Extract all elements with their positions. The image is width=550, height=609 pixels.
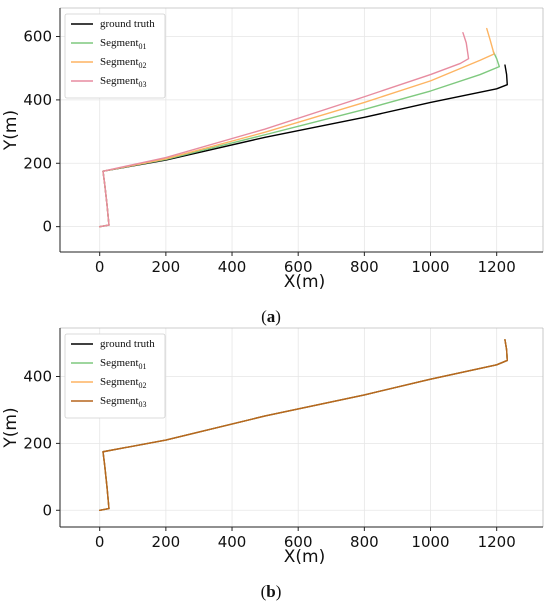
legend-label-subscript: 02 (139, 61, 147, 70)
x-tick-label: 0 (95, 533, 105, 551)
x-tick-label: 200 (152, 258, 181, 276)
x-tick-label: 600 (284, 258, 313, 276)
legend-label-subscript: 02 (139, 381, 147, 390)
x-tick-label: 600 (284, 533, 313, 551)
series-line-segment-03 (99, 32, 470, 228)
legend-label-subscript: 01 (139, 362, 147, 371)
legend-label: Segment01 (100, 37, 147, 51)
legend-label: ground truth (100, 18, 155, 30)
legend-label-name: ground truth (100, 18, 155, 30)
legend-label-name: ground truth (100, 338, 155, 350)
x-tick-label: 800 (350, 258, 379, 276)
series-line-segment-03 (99, 339, 508, 511)
x-tick-label: 200 (152, 533, 181, 551)
legend-label: Segment03 (100, 75, 147, 89)
y-tick-label: 400 (23, 91, 52, 109)
y-tick-label: 0 (42, 218, 52, 236)
x-axis-label: X(m) (284, 547, 325, 567)
y-axis-label: Y(m) (1, 110, 21, 151)
panel-caption: (b) (261, 582, 282, 601)
y-tick-label: 400 (23, 367, 52, 385)
legend-label-name: Segment (100, 395, 139, 407)
panel-caption: (a) (261, 307, 281, 326)
x-tick-label: 0 (95, 258, 105, 276)
legend-label: Segment02 (100, 56, 147, 70)
legend-label: Segment01 (100, 357, 147, 371)
chart-panel-a: 0 200 400 600 800 1000 1200 0 200 400 600 ground tr… (1, 7, 544, 326)
y-tick-label: 0 (42, 501, 52, 519)
y-tick-label: 600 (23, 28, 52, 46)
x-tick-label: 400 (218, 258, 247, 276)
x-tick-label: 1000 (411, 533, 449, 551)
legend-label-name: Segment (100, 357, 139, 369)
legend-label-name: Segment (100, 56, 139, 68)
y-tick-label: 200 (23, 434, 52, 452)
y-axis-label: Y(m) (1, 407, 21, 448)
x-tick-label: 1200 (478, 258, 516, 276)
legend-box (64, 333, 166, 419)
legend-label: Segment03 (100, 395, 147, 409)
legend-box (64, 13, 166, 99)
legend-label: Segment02 (100, 376, 147, 390)
y-tick-label: 200 (23, 154, 52, 172)
legend-label-name: Segment (100, 75, 139, 87)
x-tick-label: 800 (350, 533, 379, 551)
legend-label-subscript: 03 (139, 400, 147, 409)
x-axis-label: X(m) (284, 272, 325, 292)
x-tick-label: 1000 (411, 258, 449, 276)
x-tick-label: 400 (218, 533, 247, 551)
x-tick-label: 1200 (478, 533, 516, 551)
legend-label-name: Segment (100, 37, 139, 49)
legend-label: ground truth (100, 338, 155, 350)
legend-label-subscript: 01 (139, 42, 147, 51)
legend-label-subscript: 03 (139, 80, 147, 89)
legend-label-name: Segment (100, 376, 139, 388)
chart-panel-b: 0 200 400 600 800 1000 1200 0 200 400 ground truth… (1, 327, 544, 601)
